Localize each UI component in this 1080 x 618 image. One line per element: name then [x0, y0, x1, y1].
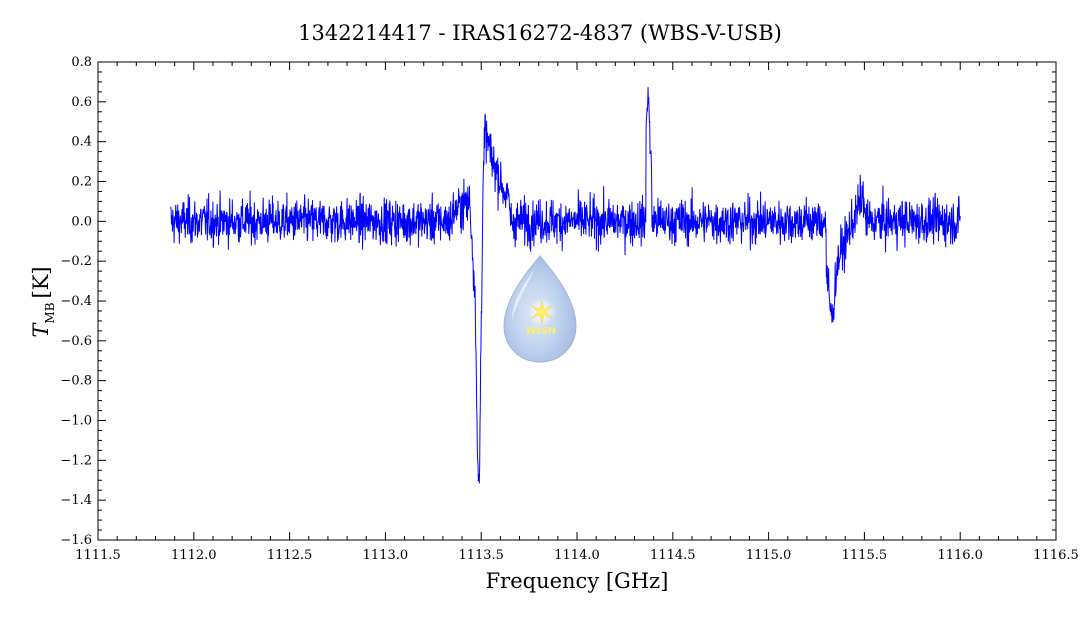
y-tick-label: 0.6 [71, 95, 92, 110]
y-tick-label: −1.6 [60, 533, 92, 548]
x-tick-label: 1112.0 [171, 548, 217, 563]
y-axis-label-subscript: MB [43, 302, 57, 323]
x-tick-label: 1113.5 [458, 548, 504, 563]
x-tick-label: 1114.0 [554, 548, 600, 563]
y-tick-label: −0.6 [60, 334, 92, 349]
wish-star-icon [531, 300, 553, 324]
y-tick-label: −1.2 [60, 453, 92, 468]
spectrum-series-line [170, 87, 961, 484]
y-tick-label: −1.0 [60, 414, 92, 429]
y-axis-label-symbol: T [29, 322, 53, 338]
wish-logo-text: WISH [526, 326, 557, 337]
x-tick-label: 1116.0 [937, 548, 983, 563]
y-axis-label-unit: [K] [29, 266, 53, 298]
x-axis-label: Frequency [GHz] [486, 569, 669, 593]
y-tick-label: 0.4 [71, 135, 92, 150]
x-tick-label: 1115.0 [746, 548, 792, 563]
plot-area: 1111.5 1112.0 1112.5 1113.0 1113.5 1114.0 1114… [60, 55, 1078, 563]
x-tick-label: 1116.5 [1033, 548, 1079, 563]
y-tick-label: −0.2 [60, 254, 92, 269]
y-tick-labels: 0.8 0.6 0.4 0.2 0.0 −0.2 −0.4 −0.6 −0.8 −1.0 −1.2 −… [60, 55, 92, 548]
plot-frame [97, 61, 1057, 541]
x-tick-labels: 1111.5 1112.0 1112.5 1113.0 1113.5 1114.0 1114… [75, 548, 1079, 563]
y-axis-label: TMB [K] [29, 266, 57, 337]
axis-ticks [97, 61, 1057, 541]
y-tick-label: −1.4 [60, 493, 92, 508]
chart-title: 1342214417 - IRAS16272-4837 (WBS-V-USB) [298, 21, 782, 45]
x-tick-label: 1113.0 [363, 548, 409, 563]
y-tick-label: 0.2 [71, 175, 92, 190]
y-tick-label: 0.0 [71, 214, 92, 229]
x-tick-label: 1115.5 [842, 548, 888, 563]
x-tick-label: 1112.5 [267, 548, 313, 563]
y-tick-label: −0.8 [60, 374, 92, 389]
wish-logo: WISH [503, 255, 577, 363]
y-tick-label: 0.8 [71, 55, 92, 70]
x-tick-label: 1114.5 [650, 548, 696, 563]
x-tick-label: 1111.5 [75, 548, 121, 563]
y-tick-label: −0.4 [60, 294, 92, 309]
svg-text:TMB[K]: TMB [K] [29, 266, 57, 337]
